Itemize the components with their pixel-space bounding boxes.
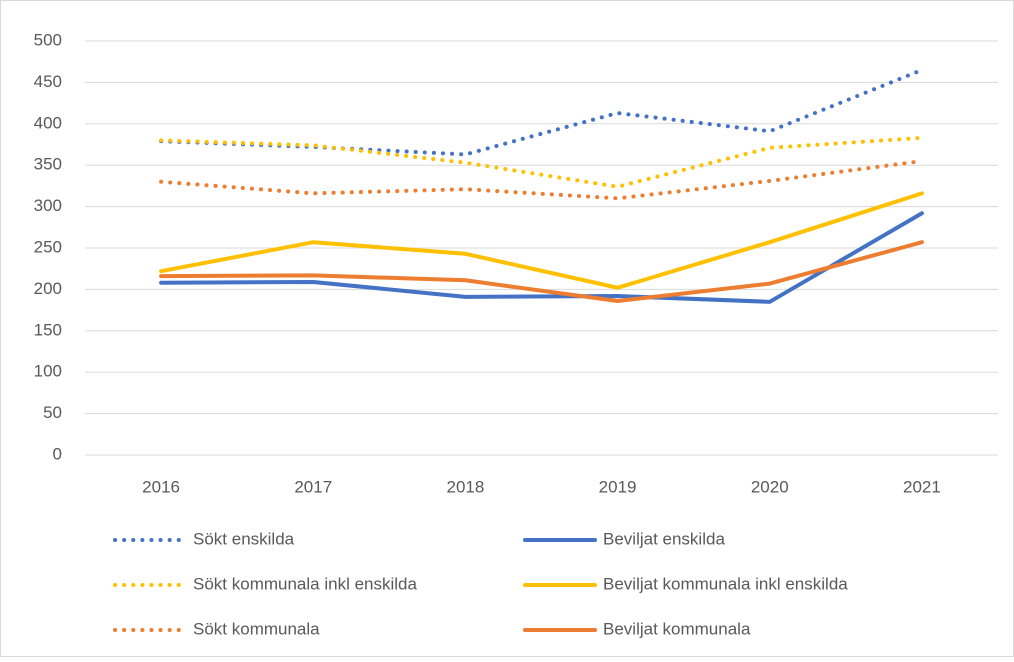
y-tick-label: 450	[34, 72, 62, 91]
series-line	[159, 191, 924, 290]
legend-label: Beviljat kommunala inkl enskilda	[603, 574, 848, 593]
series-line	[159, 135, 924, 189]
legend-label: Sökt kommunala inkl enskilda	[193, 574, 417, 593]
y-tick-label: 250	[34, 237, 62, 256]
y-tick-label: 350	[34, 155, 62, 174]
legend-label: Beviljat kommunala	[603, 619, 751, 638]
x-tick-label: 2019	[599, 477, 637, 496]
x-tick-label: 2018	[447, 477, 485, 496]
legend-label: Beviljat enskilda	[603, 529, 725, 548]
x-tick-label: 2016	[142, 477, 180, 496]
y-tick-label: 100	[34, 362, 62, 381]
x-tick-label: 2017	[294, 477, 332, 496]
y-tick-label: 400	[34, 113, 62, 132]
series-line	[159, 211, 924, 304]
y-tick-label: 200	[34, 279, 62, 298]
x-tick-label: 2020	[751, 477, 789, 496]
legend-label: Sökt enskilda	[193, 529, 295, 548]
series-line	[159, 159, 924, 201]
y-tick-label: 50	[43, 403, 62, 422]
legend-label: Sökt kommunala	[193, 619, 320, 638]
x-tick-label: 2021	[903, 477, 941, 496]
y-tick-label: 0	[53, 444, 62, 463]
y-tick-label: 150	[34, 320, 62, 339]
y-tick-label: 500	[34, 30, 62, 49]
y-tick-label: 300	[34, 196, 62, 215]
series-line	[159, 240, 924, 303]
